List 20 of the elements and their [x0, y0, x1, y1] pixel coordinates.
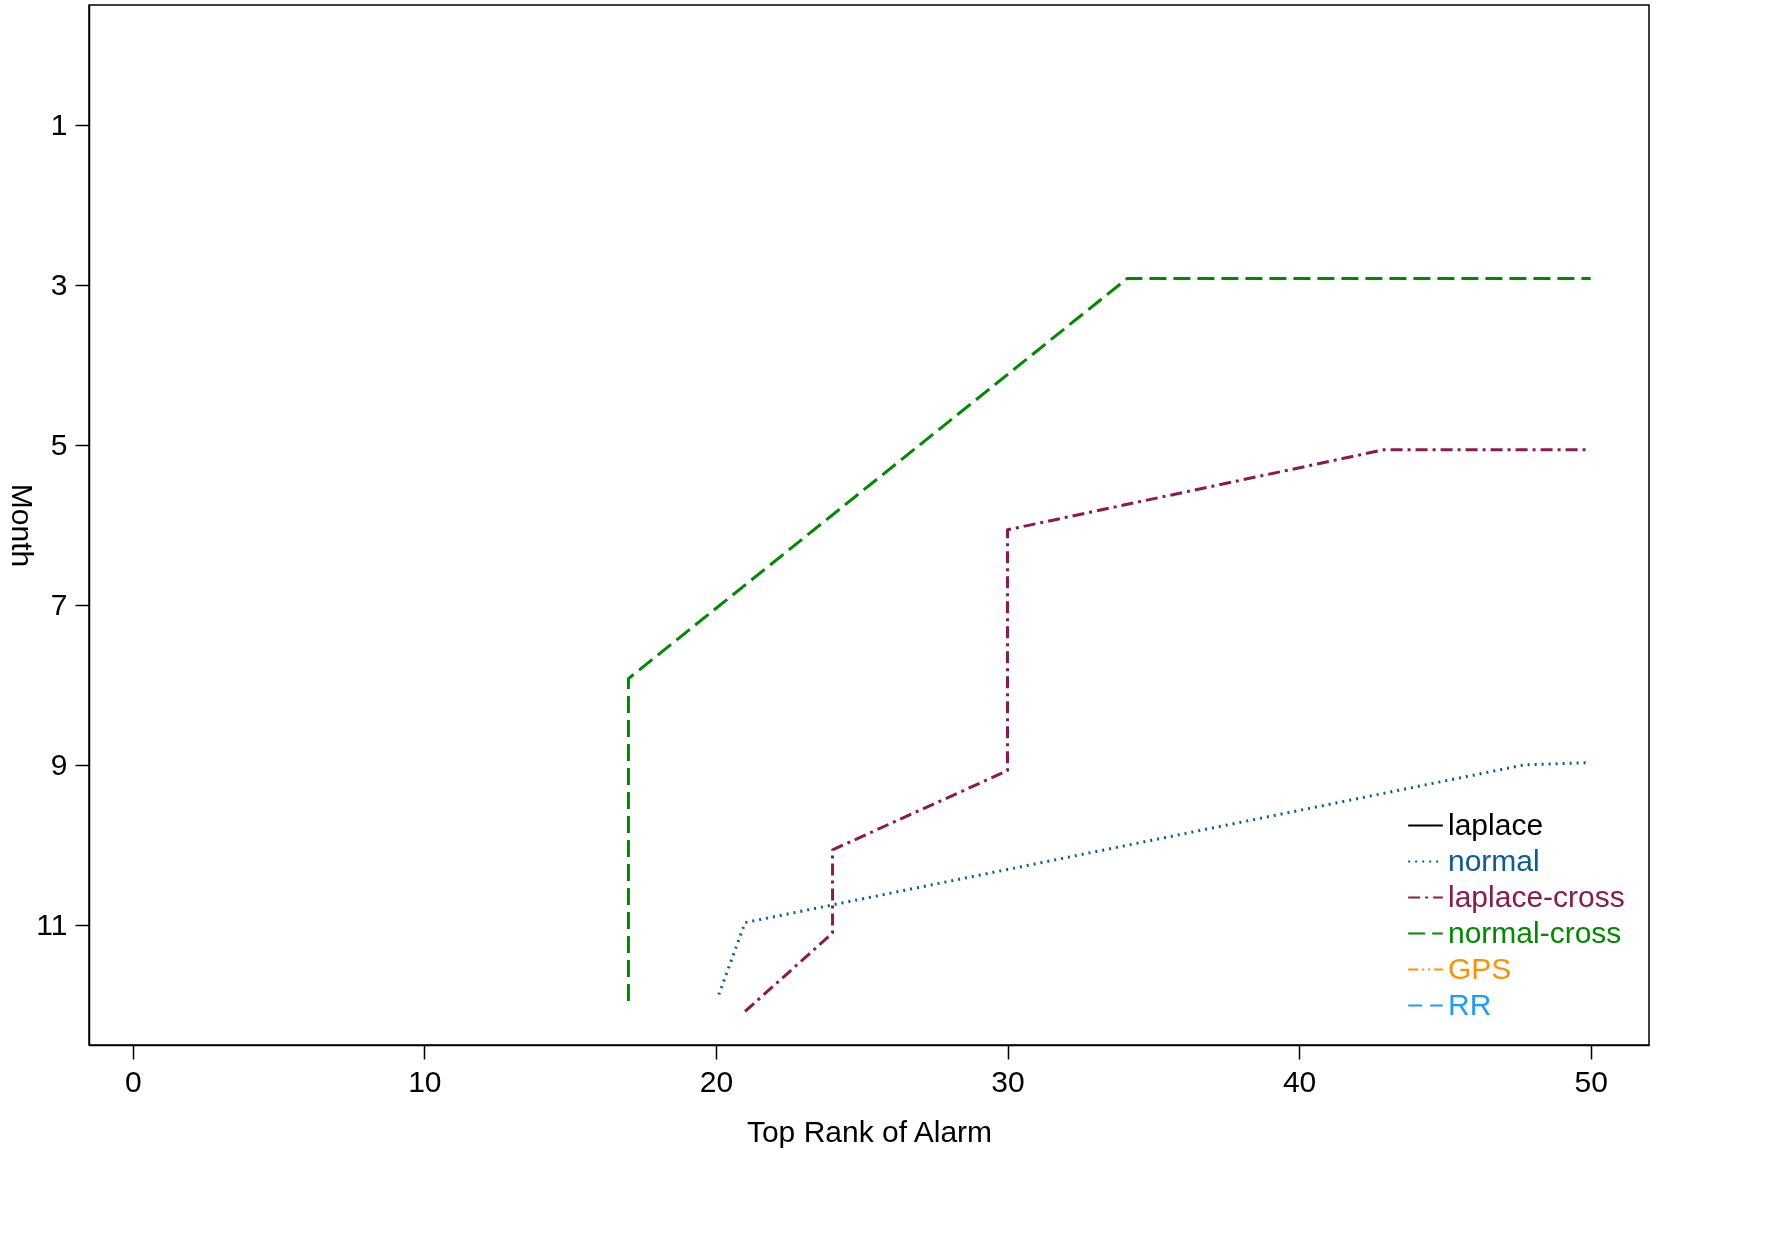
x-tick-label: 20: [699, 1064, 734, 1098]
legend-label: RR: [1448, 987, 1492, 1021]
x-tick-label: 40: [1282, 1064, 1317, 1098]
y-tick-label: 7: [50, 587, 68, 621]
legend-label: laplace: [1448, 807, 1544, 841]
x-tick-label: 10: [408, 1064, 442, 1098]
y-tick-label: 9: [50, 747, 68, 781]
y-tick-label: 11: [36, 907, 68, 941]
legend-label: normal: [1448, 843, 1540, 877]
legend-label: normal-cross: [1448, 915, 1622, 949]
legend-label: GPS: [1448, 951, 1512, 985]
y-tick-label: 1: [50, 107, 68, 141]
legend-label: laplace-cross: [1448, 879, 1625, 913]
x-tick-label: 0: [124, 1064, 142, 1098]
y-tick-label: 3: [50, 267, 68, 301]
y-tick-label: 5: [50, 427, 68, 461]
x-tick-label: 30: [991, 1064, 1025, 1098]
y-axis-title: Month: [6, 483, 40, 568]
x-axis-title: Top Rank of Alarm: [746, 1114, 993, 1148]
x-tick-label: 50: [1574, 1064, 1608, 1098]
